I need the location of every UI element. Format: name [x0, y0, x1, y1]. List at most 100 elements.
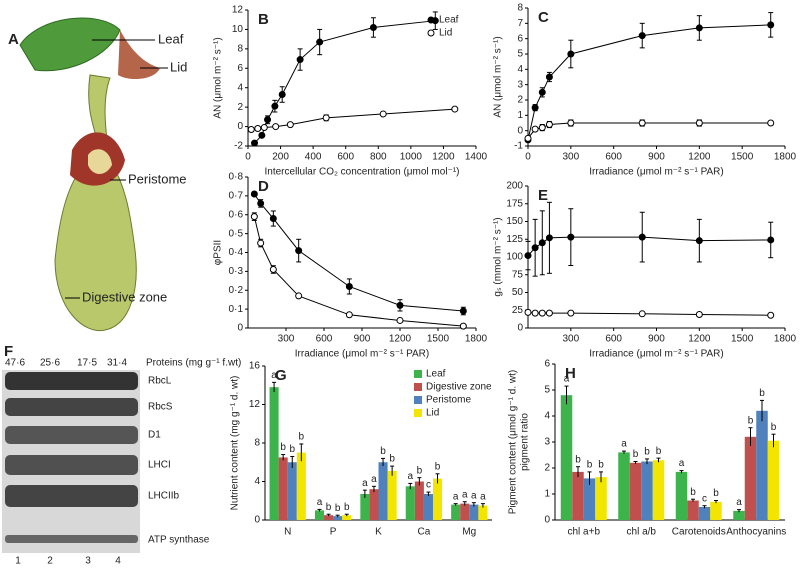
- bar: [369, 489, 379, 520]
- data-point: [451, 105, 459, 113]
- x-tick-label: 1500: [731, 152, 754, 163]
- bar: [405, 486, 415, 520]
- data-point: [567, 233, 575, 241]
- data-point: [296, 56, 304, 64]
- data-point: [316, 38, 324, 46]
- x-tick-label: 1400: [465, 152, 488, 163]
- significance-letter: c: [702, 493, 707, 504]
- x-tick-label: N: [284, 527, 291, 538]
- bar: [278, 457, 288, 520]
- y-tick-label: 0·8: [229, 172, 244, 183]
- y-tick-label: 2: [517, 95, 523, 106]
- y-tick-label: 16: [249, 361, 261, 372]
- bar: [652, 460, 665, 520]
- y-axis-label: gₛ (mmol m⁻² s⁻¹): [493, 217, 504, 296]
- data-point: [459, 307, 467, 315]
- significance-letter: b: [644, 447, 650, 458]
- legend-label: Digestive zone: [426, 382, 492, 393]
- data-point: [531, 244, 539, 252]
- data-point: [638, 32, 646, 40]
- data-point: [379, 110, 387, 118]
- legend-swatch: [414, 383, 422, 391]
- y-tick-label: 5: [517, 49, 523, 60]
- loading: 47·6: [5, 358, 25, 369]
- data-point: [247, 125, 255, 133]
- bar: [710, 501, 722, 520]
- photo-label: Leaf: [158, 31, 184, 46]
- y-tick-label: 3: [544, 437, 550, 448]
- x-tick-label: 400: [305, 152, 322, 163]
- data-point: [695, 237, 703, 245]
- significance-letter: a: [621, 439, 627, 450]
- y-tick-label: -1: [514, 141, 523, 152]
- x-tick-label: 1200: [688, 152, 711, 163]
- y-tick-label: 4: [517, 64, 523, 75]
- bar: [698, 507, 711, 520]
- data-point: [545, 234, 553, 242]
- legend-swatch: [414, 370, 422, 378]
- significance-letter: b: [587, 460, 593, 471]
- bar: [687, 500, 699, 520]
- bar: [269, 387, 279, 520]
- photo-label: Digestive zone: [82, 289, 167, 304]
- data-point: [254, 125, 262, 133]
- y-axis-label: AN (μmol m⁻² s⁻¹): [213, 37, 224, 118]
- legend-marker: [427, 16, 435, 24]
- data-point: [767, 311, 775, 319]
- data-point: [396, 316, 404, 324]
- data-point: [459, 322, 467, 330]
- bar: [618, 452, 630, 520]
- x-tick-label: chl a+b: [567, 527, 600, 538]
- data-point: [345, 311, 353, 319]
- photo-label: Lid: [170, 59, 187, 74]
- data-point: [767, 21, 775, 29]
- data-point: [524, 252, 532, 260]
- x-tick-label: 1500: [731, 334, 754, 345]
- data-point: [251, 139, 259, 147]
- significance-letter: b: [417, 465, 423, 476]
- data-point: [638, 119, 646, 127]
- y-tick-label: 0: [237, 121, 243, 132]
- protein-label: LHCIIb: [148, 491, 180, 502]
- bar: [583, 478, 596, 520]
- legend-label: Leaf: [439, 15, 459, 26]
- significance-letter: b: [380, 446, 386, 457]
- series-line: [253, 216, 464, 327]
- x-tick-label: 1000: [400, 152, 423, 163]
- loading: 31·4: [107, 358, 127, 369]
- bar: [469, 504, 479, 520]
- protein-label: LHCI: [148, 460, 171, 471]
- bar: [451, 504, 461, 520]
- significance-letter: a: [564, 374, 570, 385]
- significance-letter: b: [690, 487, 696, 498]
- data-point: [524, 308, 532, 316]
- y-axis-label: Nutrient content (mg g⁻¹ d. wt): [230, 376, 241, 511]
- y-axis-label: Pigment content (μmol g⁻¹ d. wt): [508, 370, 519, 514]
- y-tick-label: 4: [237, 82, 243, 93]
- y-tick-label: 5: [544, 385, 550, 396]
- data-point: [295, 247, 303, 255]
- y-tick-label: 2: [237, 102, 243, 113]
- bar: [360, 494, 370, 520]
- data-point: [531, 125, 539, 133]
- x-tick-label: 900: [648, 152, 665, 163]
- protein-label: RbcS: [148, 402, 173, 413]
- data-point: [278, 91, 286, 99]
- significance-letter: a: [317, 497, 323, 508]
- x-tick-label: P: [330, 527, 337, 538]
- x-tick-label: 200: [272, 152, 289, 163]
- y-tick-label: 0·3: [229, 266, 244, 277]
- bar: [314, 510, 325, 520]
- y-tick-label: 4: [544, 411, 550, 422]
- data-point: [264, 116, 272, 124]
- data-point: [369, 23, 377, 31]
- x-tick-label: 600: [605, 152, 622, 163]
- legend-label: Lid: [426, 408, 439, 419]
- bar: [324, 515, 334, 520]
- significance-letter: b: [713, 488, 719, 499]
- panel-letter: D: [258, 178, 269, 195]
- bar: [414, 481, 424, 520]
- data-point: [531, 309, 539, 317]
- panel-letter: F: [4, 343, 13, 360]
- x-tick-label: K: [375, 527, 382, 538]
